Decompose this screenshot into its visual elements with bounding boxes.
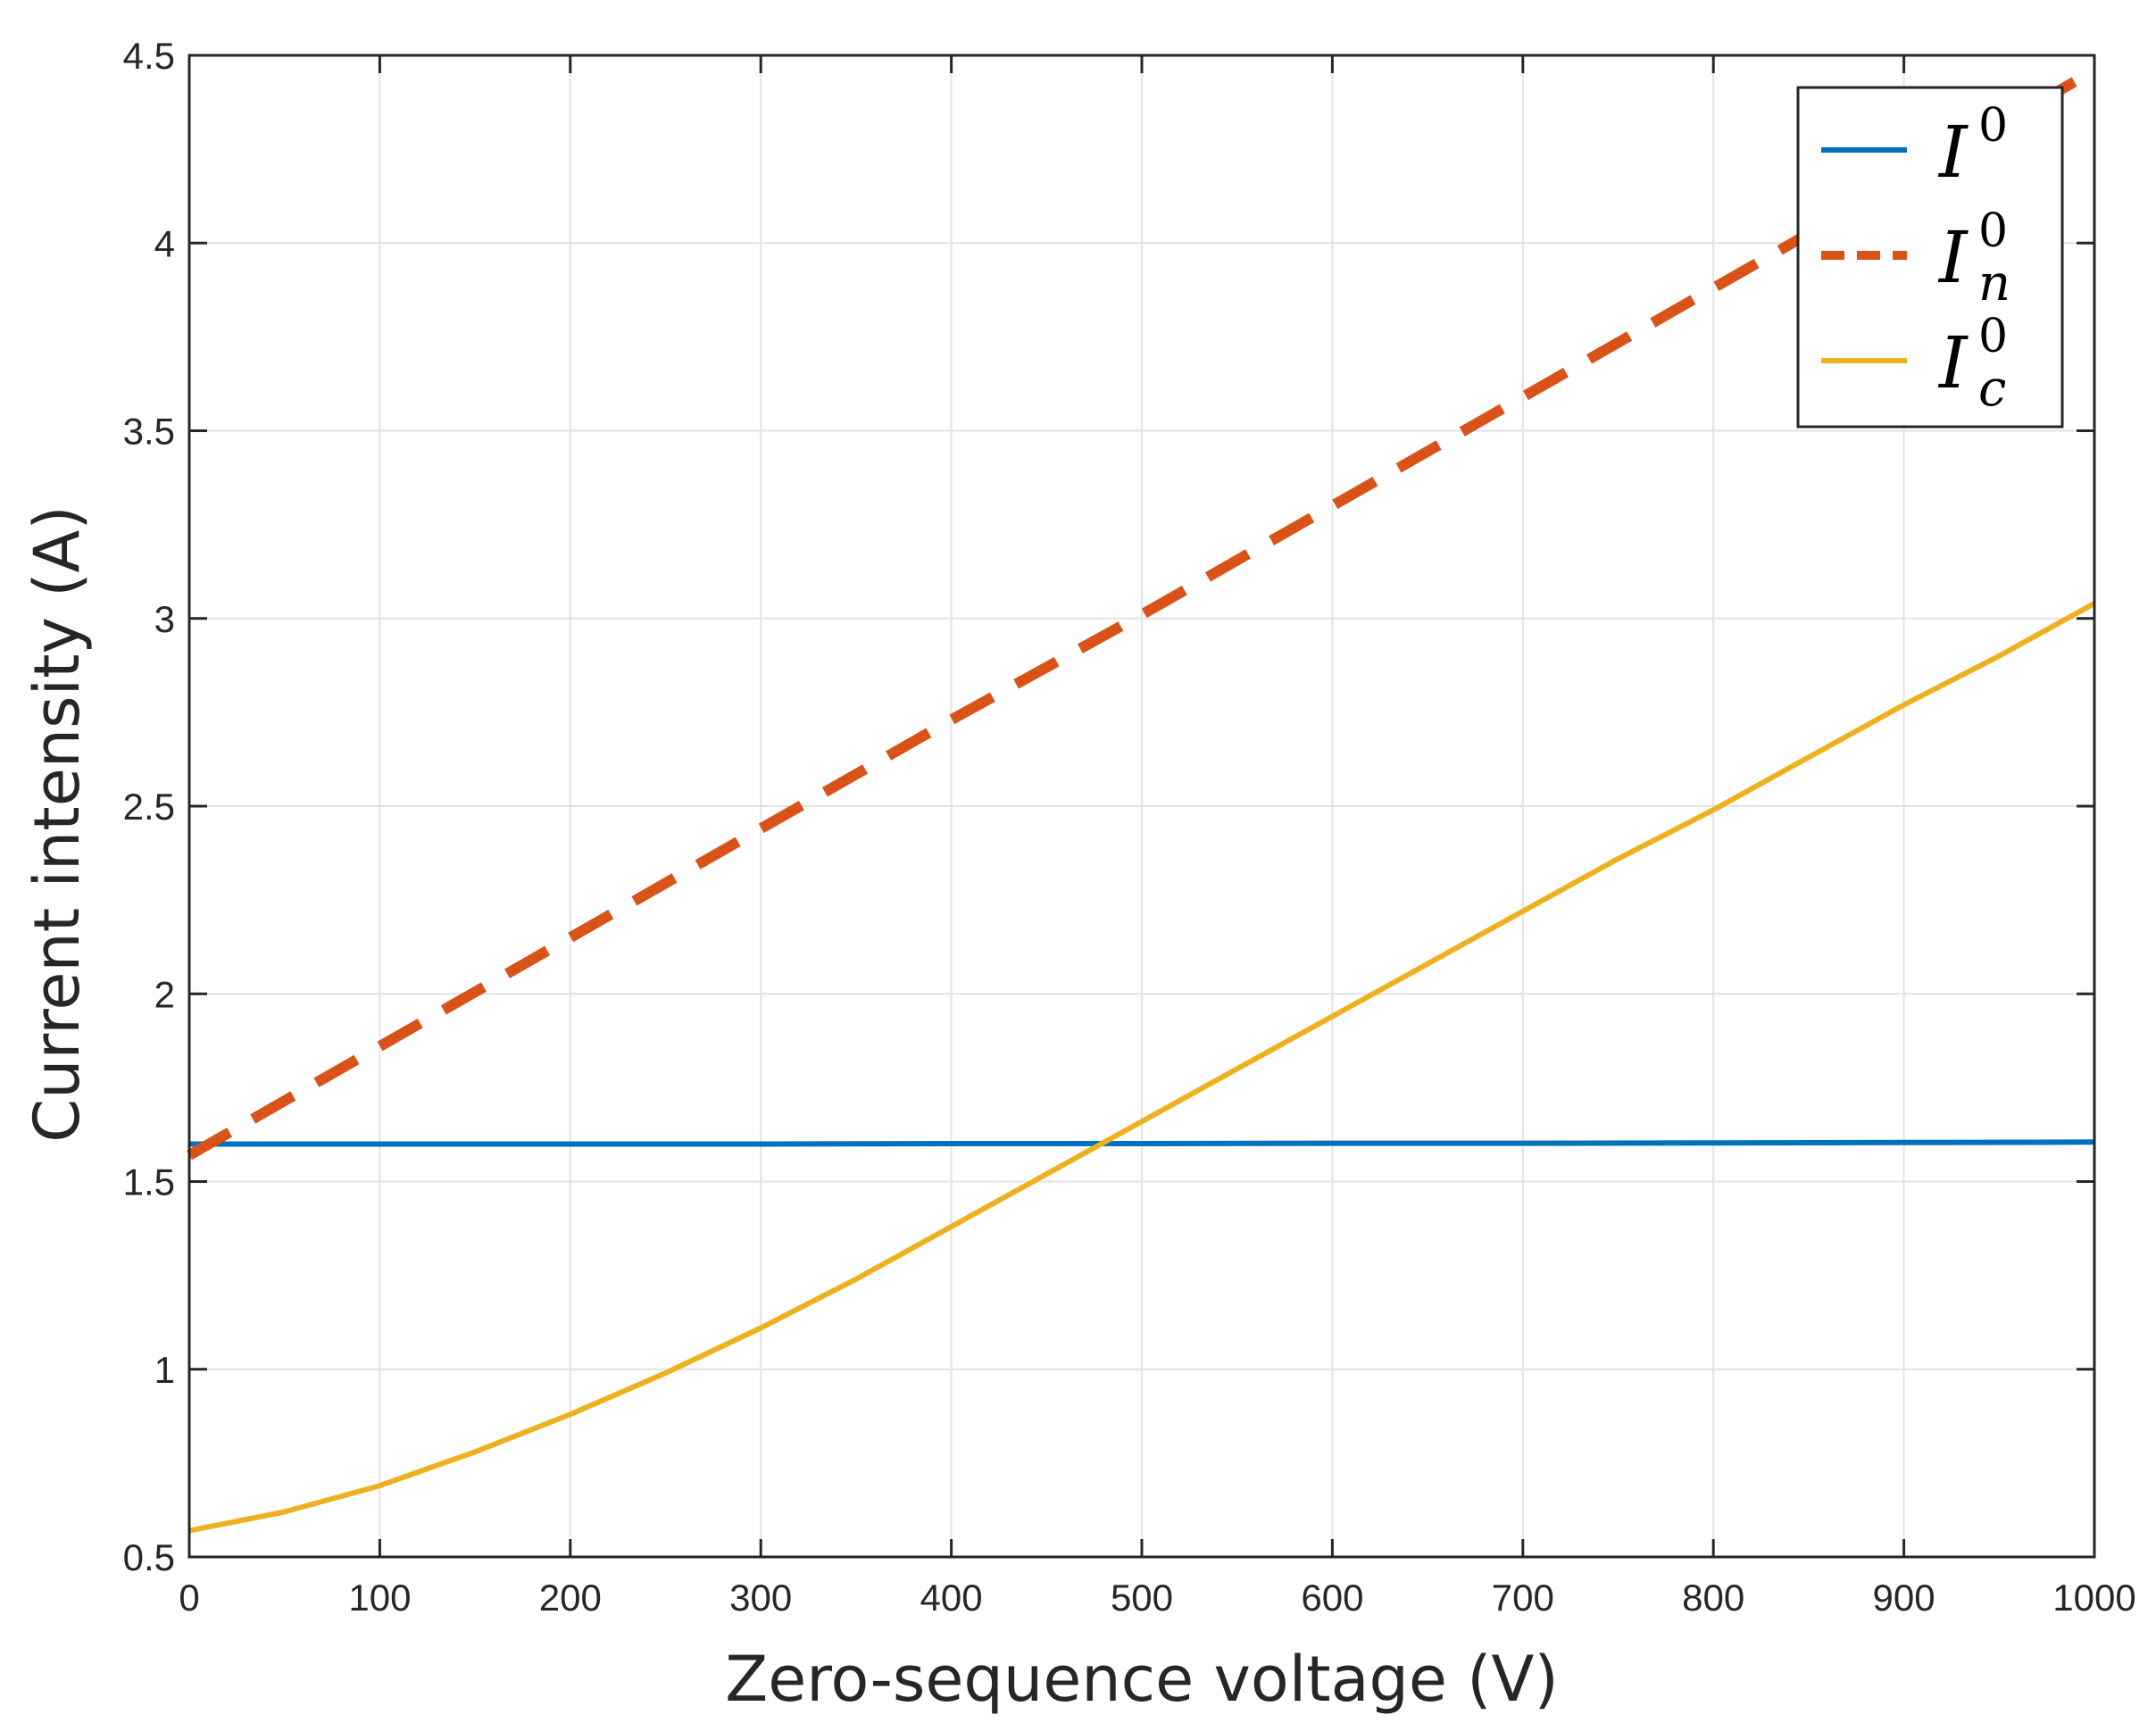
y-tick-label: 2.5 <box>123 786 175 828</box>
axis-ticks <box>187 54 2096 1559</box>
x-tick-label: 700 <box>1492 1577 1554 1619</box>
x-tick-label: 800 <box>1682 1577 1744 1619</box>
y-tick-label: 4 <box>154 222 175 264</box>
series-line-total <box>189 1139 2095 1147</box>
legend-superscript: 0 <box>1978 310 2008 363</box>
y-tick-label: 0.5 <box>123 1536 175 1578</box>
x-tick-label: 400 <box>920 1577 983 1619</box>
legend-superscript: 0 <box>1978 204 2008 258</box>
x-tick-label: 100 <box>348 1577 411 1619</box>
legend: I 0I 0nI 0c <box>1796 86 2064 429</box>
y-tick-label: 1 <box>154 1349 175 1391</box>
y-tick-label: 1.5 <box>123 1161 175 1203</box>
legend-subscript: c <box>1978 360 2006 418</box>
y-tick-label: 2 <box>154 973 175 1015</box>
y-tick-labels: 0.5 1 1.5 2 2.5 3 3.5 4 4.5 <box>123 35 175 1578</box>
x-tick-label: 1000 <box>2052 1577 2135 1619</box>
x-tick-label: 300 <box>729 1577 792 1619</box>
legend-subscript: n <box>1978 254 2010 312</box>
legend-label-total: I <box>1937 111 1969 194</box>
y-tick-label: 4.5 <box>123 35 175 77</box>
legend-label-c: I <box>1937 321 1969 404</box>
series-line-c <box>188 601 2096 1534</box>
y-tick-label: 3.5 <box>123 411 175 453</box>
y-tick-label: 3 <box>154 598 175 640</box>
y-axis-label: Current intensity (A) <box>21 505 94 1142</box>
legend-superscript: 0 <box>1978 99 2008 153</box>
series-layer <box>187 65 2097 1534</box>
x-tick-label: 500 <box>1111 1577 1173 1619</box>
x-tick-label: 600 <box>1301 1577 1363 1619</box>
x-tick-labels: 0 100 200 300 400 500 600 700 800 900 1000 <box>179 1577 2135 1619</box>
x-tick-label: 0 <box>179 1577 199 1619</box>
x-tick-label: 200 <box>539 1577 602 1619</box>
legend-label-n: I <box>1937 216 1969 299</box>
x-axis-label: Zero-sequence voltage (V) <box>725 1643 1559 1716</box>
x-tick-label: 900 <box>1873 1577 1935 1619</box>
